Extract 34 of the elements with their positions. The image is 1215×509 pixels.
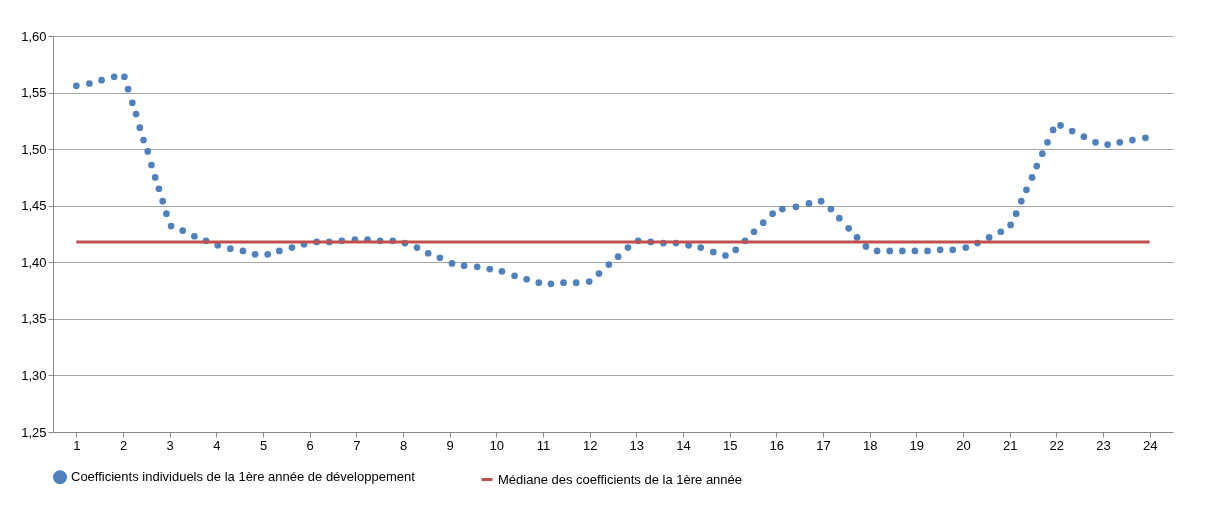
legend-label: Médiane des coefficients de la 1ère année (498, 471, 743, 487)
x-tick-label: 18 (862, 437, 878, 453)
x-tick-label: 20 (956, 437, 971, 453)
y-tick-label: 1,55 (21, 85, 47, 101)
x-tick-label: 11 (536, 437, 551, 453)
y-tick-label: 1,35 (21, 311, 47, 327)
x-tick-label: 8 (399, 437, 408, 453)
y-tick-label: 1,50 (21, 141, 47, 157)
x-tick-label: 7 (353, 437, 361, 453)
y-tick-label: 1,40 (21, 254, 47, 270)
x-tick-label: 16 (769, 437, 785, 453)
x-tick-label: 15 (722, 437, 738, 453)
x-tick-label: 24 (1142, 437, 1158, 453)
y-tick-label: 1,60 (21, 28, 47, 44)
x-tick-label: 22 (1049, 437, 1065, 453)
x-tick-label: 12 (582, 437, 598, 453)
x-tick-label: 19 (909, 437, 925, 453)
x-tick-label: 10 (489, 437, 505, 453)
x-tick-label: 1 (73, 437, 81, 453)
x-tick-label: 17 (816, 437, 831, 453)
y-tick-label: 1,45 (21, 198, 47, 214)
y-tick-label: 1,25 (21, 424, 47, 440)
x-tick-label: 4 (213, 437, 221, 453)
x-tick-label: 9 (446, 437, 454, 453)
x-tick-label: 13 (629, 437, 645, 453)
x-tick-label: 6 (306, 437, 314, 453)
x-tick-label: 3 (166, 437, 174, 453)
x-tick-label: 21 (1002, 437, 1018, 453)
y-tick-label: 1,30 (21, 367, 47, 383)
legend-label: Coefficients individuels de la 1ère année de développement (71, 469, 416, 485)
x-tick-label: 23 (1096, 437, 1111, 453)
x-tick-label: 2 (119, 437, 128, 453)
x-tick-label: 5 (259, 437, 268, 453)
x-tick-label: 14 (676, 437, 691, 453)
